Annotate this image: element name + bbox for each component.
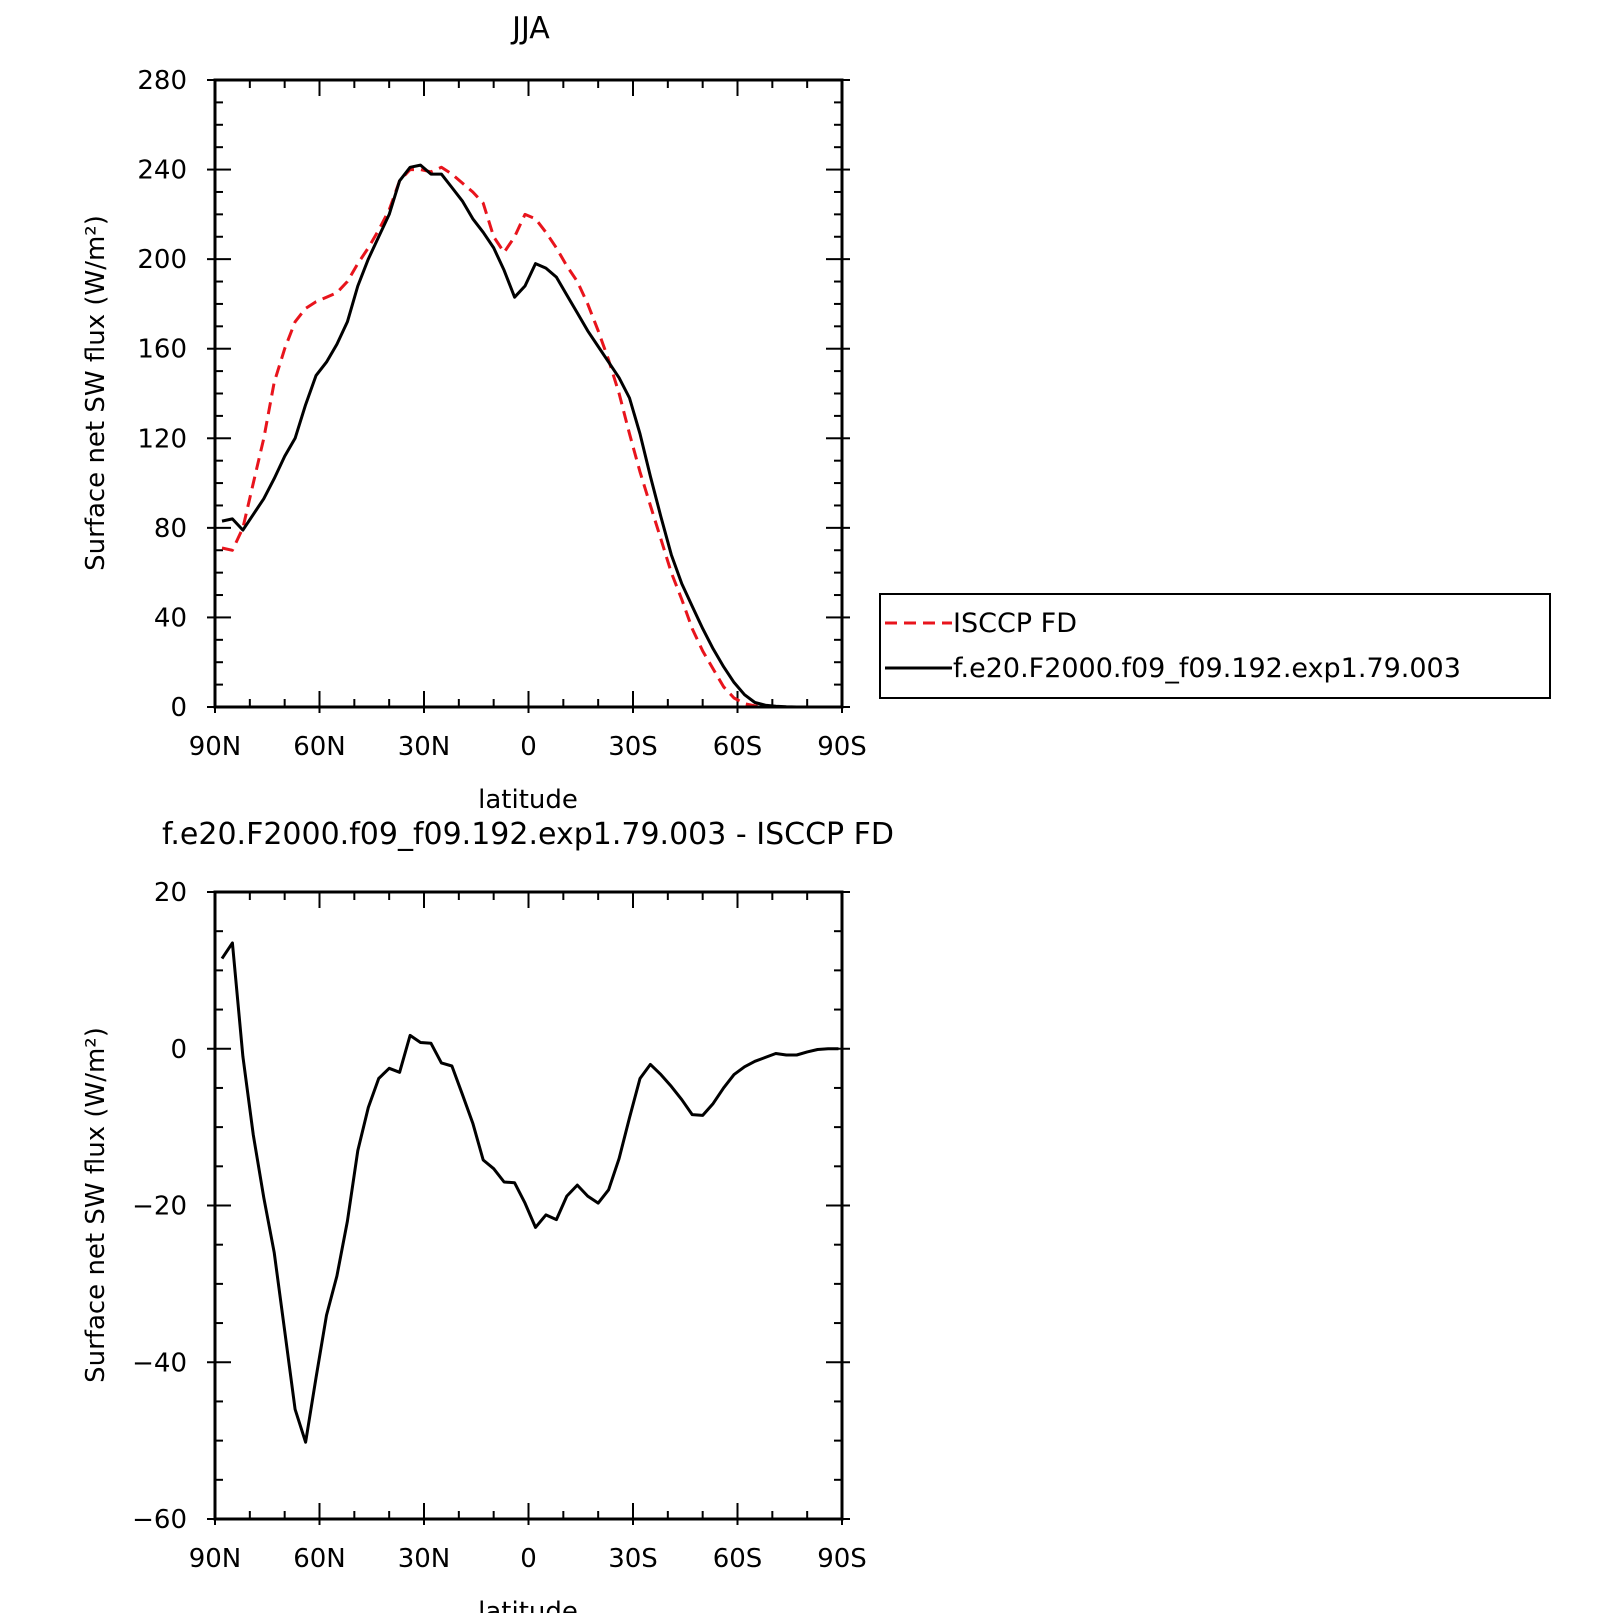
y-tick-label: 240 [137, 156, 187, 186]
x-tick-label: 30N [398, 1544, 451, 1574]
x-tick-label: 60S [713, 732, 763, 762]
top-y-tick-labels: 0 40 80 120 160 200 240 280 [137, 66, 187, 723]
series-line-model [221, 163, 839, 709]
x-tick-label: 90N [189, 1544, 242, 1574]
bottom-plot-frame [213, 890, 844, 1521]
bottom-chart-title: f.e20.F2000.f09_f09.192.exp1.79.003 - IS… [162, 817, 894, 852]
top-y-axis-label-unit: (W/m²) [81, 215, 111, 306]
top-chart-title: JJA [510, 11, 550, 46]
y-tick-label: 0 [170, 1035, 187, 1065]
top-x-axis-label: latitude [478, 785, 578, 815]
top-plot-frame [213, 78, 844, 709]
y-tick-label: −20 [132, 1192, 187, 1222]
bottom-y-axis-label: Surface net SW flux (W/m²) [81, 1027, 111, 1383]
x-tick-label: 30S [608, 732, 658, 762]
y-tick-label: −60 [132, 1505, 187, 1535]
x-tick-label: 60N [293, 1544, 346, 1574]
series-line-isccp [221, 165, 839, 709]
top-panel: JJA 0 40 80 120 160 200 240 280 90N 60N 30N 0 30S 60… [81, 11, 1551, 815]
top-x-tick-labels: 90N 60N 30N 0 30S 60S 90S [189, 732, 867, 762]
y-tick-label: 280 [137, 66, 187, 96]
legend-label-isccp: ISCCP FD [953, 608, 1077, 639]
x-tick-label: 0 [520, 1544, 537, 1574]
bottom-x-axis-label: latitude [478, 1597, 578, 1613]
legend: ISCCP FD f.e20.F2000.f09_f09.192.exp1.79… [879, 593, 1551, 699]
series-line-model [220, 941, 839, 1444]
y-tick-label: 20 [154, 878, 187, 908]
x-tick-label: 90N [189, 732, 242, 762]
y-tick-label: 200 [137, 245, 187, 275]
x-tick-label: 90S [817, 732, 867, 762]
top-y-axis-label-text: Surface net SW flux [81, 314, 111, 571]
x-tick-label: 90S [817, 1544, 867, 1574]
bottom-x-tick-labels: 90N 60N 30N 0 30S 60S 90S [189, 1544, 867, 1574]
y-tick-label: −40 [132, 1348, 187, 1378]
bottom-y-tick-labels: −60 −40 −20 0 20 [132, 878, 187, 1535]
top-y-axis-label: Surface net SW flux (W/m²) [81, 215, 111, 571]
x-tick-label: 0 [520, 732, 537, 762]
top-tick-marks [207, 79, 850, 713]
bottom-y-axis-label-unit: (W/m²) [81, 1027, 111, 1118]
y-tick-label: 80 [154, 514, 187, 544]
top-series-lines [221, 163, 839, 709]
y-tick-label: 120 [137, 424, 187, 454]
y-tick-label: 160 [137, 335, 187, 365]
bottom-tick-marks [207, 891, 850, 1525]
x-tick-label: 30N [398, 732, 451, 762]
x-tick-label: 60S [713, 1544, 763, 1574]
y-tick-label: 0 [170, 693, 187, 723]
bottom-panel: f.e20.F2000.f09_f09.192.exp1.79.003 - IS… [81, 817, 894, 1613]
bottom-y-axis-label-text: Surface net SW flux [81, 1126, 111, 1383]
x-tick-label: 30S [608, 1544, 658, 1574]
y-tick-label: 40 [154, 603, 187, 633]
legend-label-model: f.e20.F2000.f09_f09.192.exp1.79.003 [953, 653, 1461, 684]
bottom-series-lines [220, 941, 839, 1444]
legend-box [879, 593, 1551, 699]
x-tick-label: 60N [293, 732, 346, 762]
